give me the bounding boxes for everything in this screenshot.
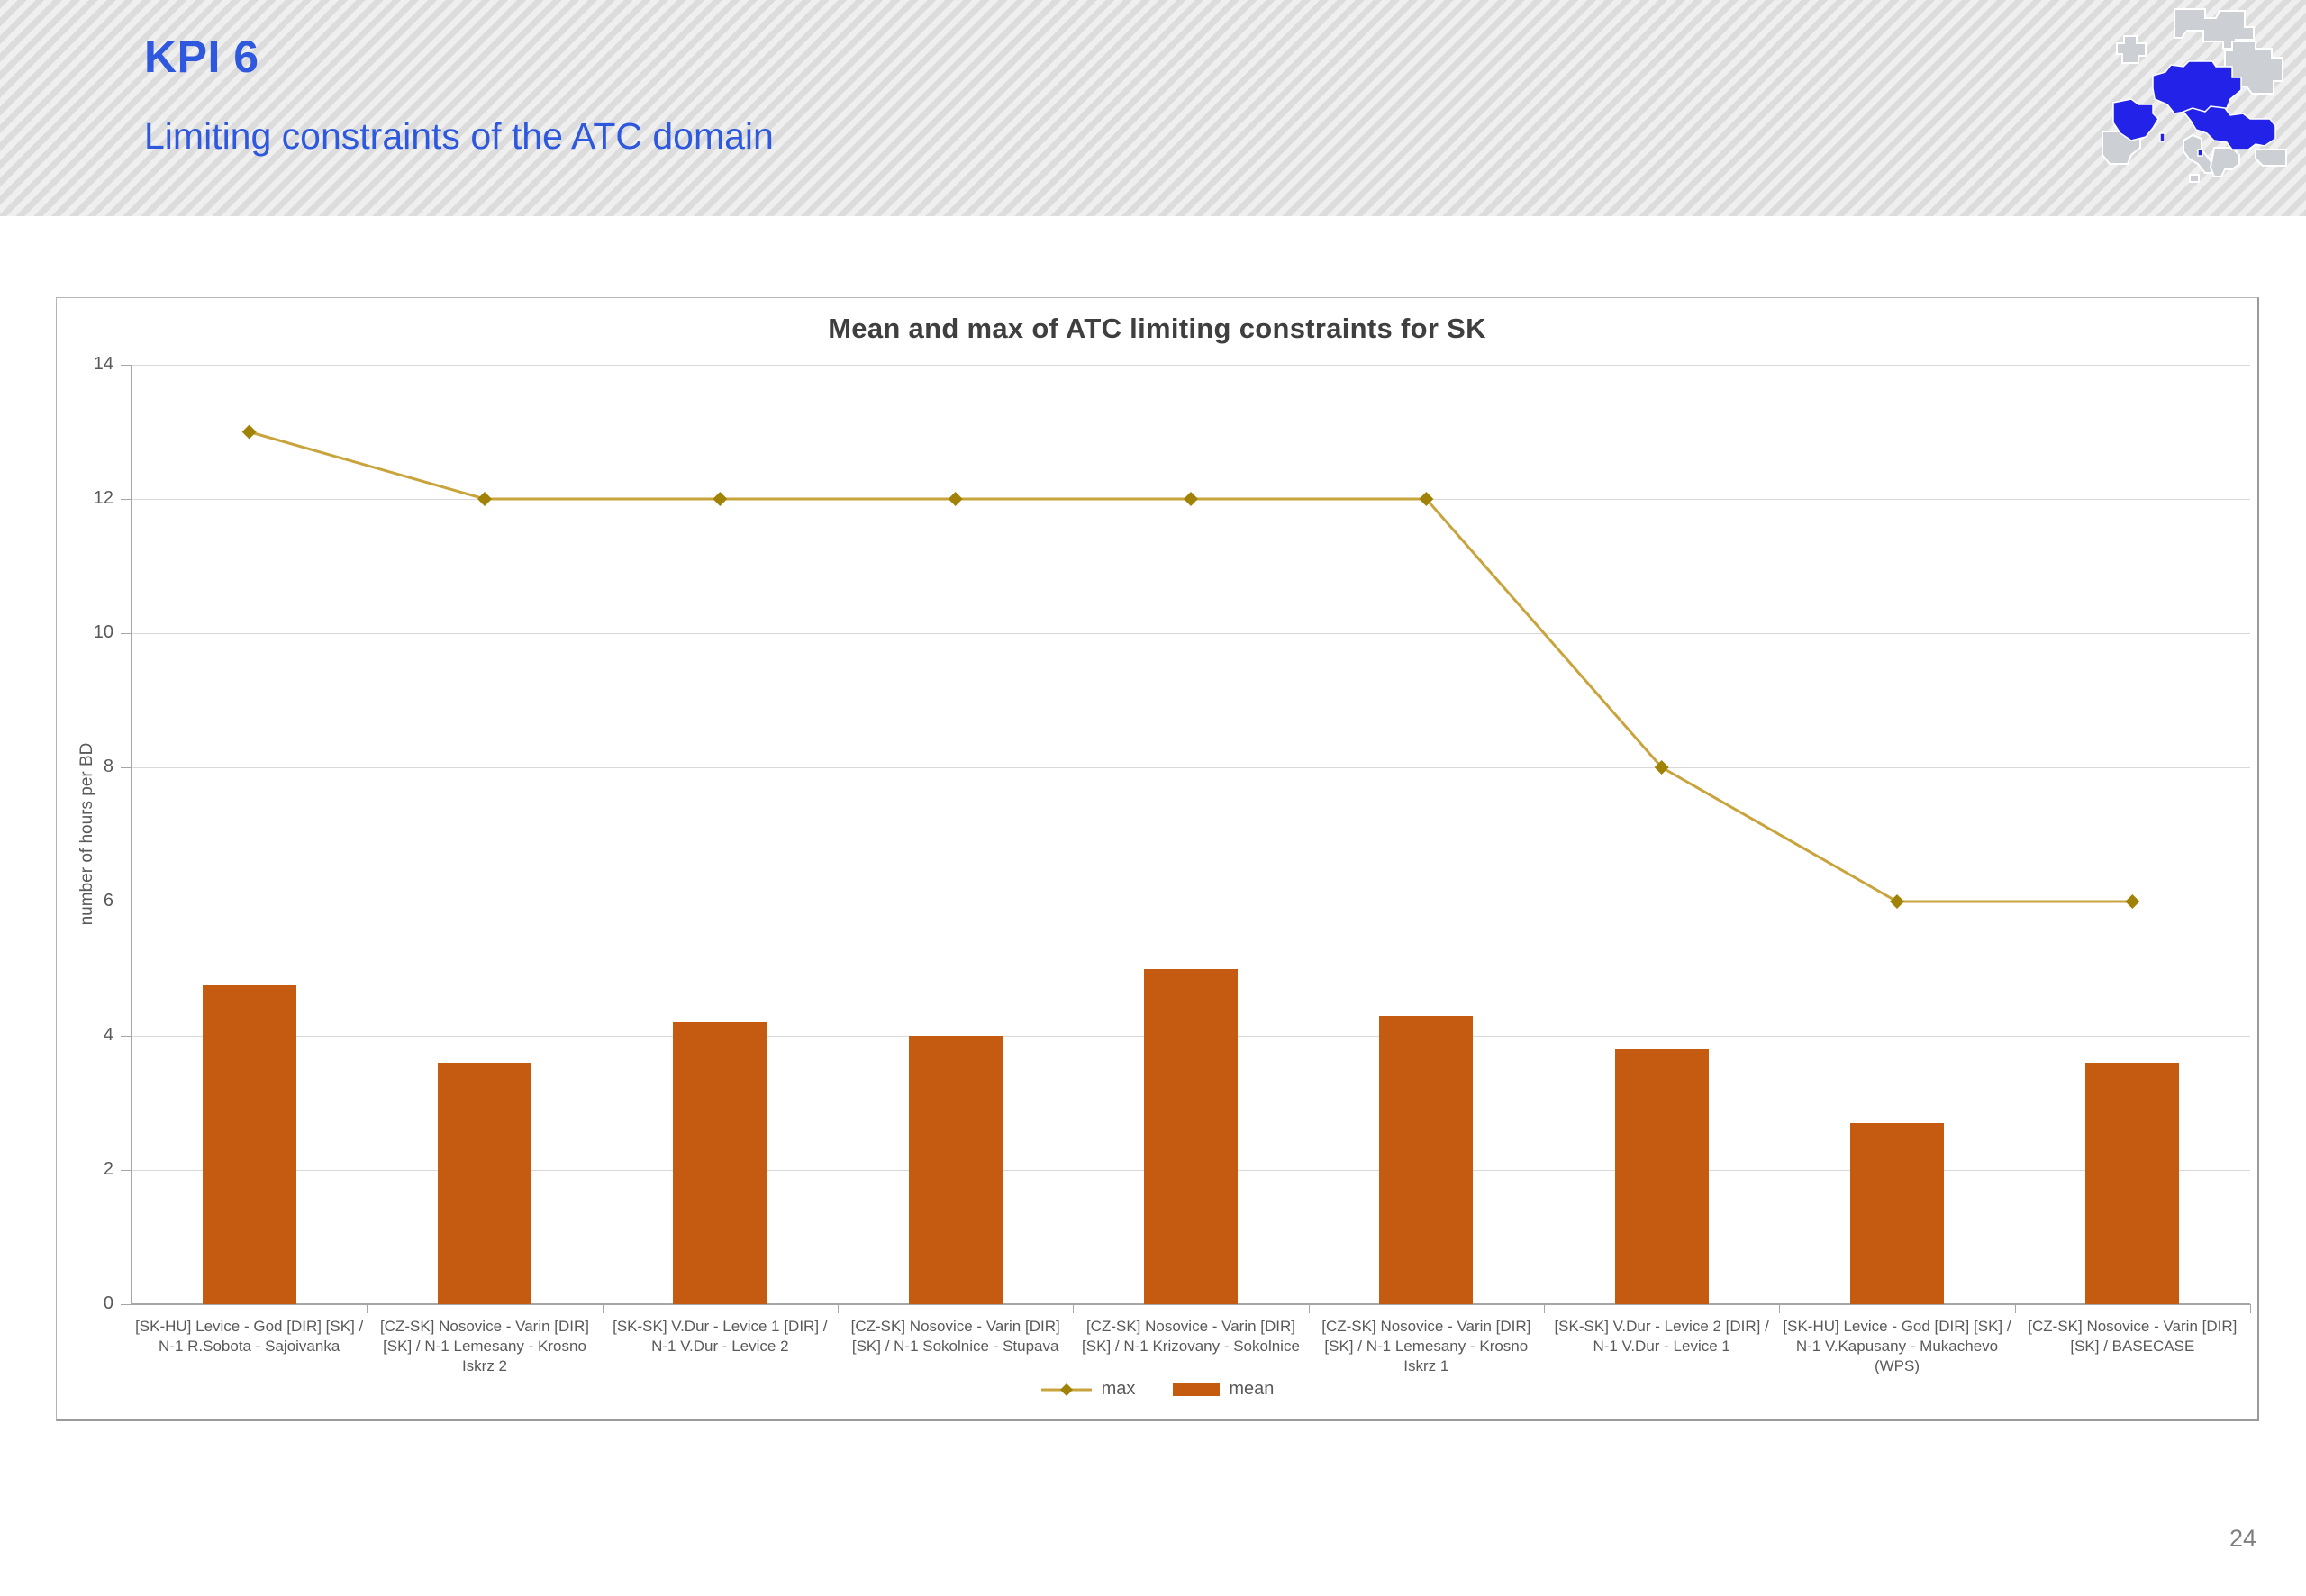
x-axis-line	[132, 1303, 2250, 1305]
bar-mean-2	[673, 1022, 767, 1304]
gridline-y10	[132, 633, 2250, 634]
max-point-8	[2125, 894, 2140, 909]
bar-mean-6	[1614, 1048, 1709, 1304]
y-tick-label: 2	[103, 1159, 113, 1179]
y-tick-label: 14	[93, 354, 113, 374]
y-tick-mark	[121, 767, 132, 768]
y-tick-label: 6	[103, 891, 113, 911]
x-tick-label-1: [CZ-SK] Nosovice - Varin [DIR] [SK] / N-…	[379, 1318, 590, 1375]
x-tick-label-6: [SK-SK] V.Dur - Levice 2 [DIR] / N-1 V.D…	[1554, 1318, 1769, 1356]
max-point-7	[1890, 894, 1904, 909]
max-point-0	[241, 424, 257, 440]
x-tick-label-8: [CZ-SK] Nosovice - Varin [DIR] [SK] / BA…	[2028, 1318, 2238, 1356]
bar-mean-7	[1850, 1122, 1944, 1304]
gridline-y14	[132, 365, 2250, 366]
gridline-y8	[132, 767, 2250, 768]
max-point-1	[477, 492, 492, 506]
legend-max-label: max	[1101, 1379, 1136, 1399]
bar-mean-0	[202, 985, 296, 1304]
x-tick-mark	[1544, 1304, 1545, 1313]
y-tick-mark	[121, 499, 132, 500]
y-tick-label: 8	[103, 757, 113, 776]
x-tick-mark	[2250, 1304, 2251, 1313]
legend-item-max: max	[1040, 1379, 1136, 1400]
x-tick-label-5: [CZ-SK] Nosovice - Varin [DIR] [SK] / N-…	[1321, 1318, 1531, 1375]
max-point-5	[1419, 492, 1434, 506]
max-point-4	[1184, 492, 1198, 506]
y-tick-label: 12	[93, 488, 113, 508]
max-point-6	[1654, 760, 1669, 775]
x-tick-label-4: [CZ-SK] Nosovice - Varin [DIR] [SK] / N-…	[1082, 1318, 1300, 1356]
page-number: 24	[2229, 1525, 2256, 1552]
x-tick-mark	[367, 1304, 368, 1313]
legend-mean-label: mean	[1229, 1379, 1275, 1399]
x-tick-mark	[1073, 1304, 1075, 1313]
x-tick-label-0: [SK-HU] Levice - God [DIR] [SK] / N-1 R.…	[135, 1318, 364, 1356]
core-ccr-europe-map-logo	[2102, 8, 2287, 183]
x-tick-mark	[602, 1304, 604, 1313]
max-point-2	[713, 492, 728, 506]
y-tick-mark	[121, 1304, 132, 1305]
x-tick-mark	[1779, 1304, 1781, 1313]
bar-mean-3	[908, 1036, 1003, 1304]
chart-container: Mean and max of ATC limiting constraints…	[56, 297, 2259, 1421]
bar-mean-1	[438, 1062, 531, 1304]
x-tick-mark	[838, 1304, 839, 1313]
x-tick-mark	[1308, 1304, 1310, 1313]
y-tick-label: 0	[103, 1293, 113, 1313]
chart-title: Mean and max of ATC limiting constraints…	[828, 313, 1486, 344]
legend-max-line-swatch	[1040, 1383, 1092, 1396]
x-tick-label-7: [SK-HU] Levice - God [DIR] [SK] / N-1 V.…	[1783, 1318, 2011, 1375]
map-core-region	[2112, 60, 2276, 157]
y-tick-mark	[121, 1170, 132, 1171]
y-tick-mark	[121, 1036, 132, 1037]
x-tick-label-2: [SK-SK] V.Dur - Levice 1 [DIR] / N-1 V.D…	[613, 1318, 828, 1356]
kpi-title: KPI 6	[144, 32, 259, 82]
max-line-series	[241, 424, 2140, 909]
bar-mean-8	[2085, 1062, 2180, 1304]
legend: max mean	[57, 1379, 2257, 1400]
y-tick-mark	[121, 365, 132, 366]
legend-mean-swatch	[1173, 1383, 1221, 1396]
y-tick-label: 10	[93, 622, 113, 642]
max-point-3	[948, 492, 963, 506]
x-tick-mark	[2014, 1304, 2016, 1313]
bar-mean-5	[1379, 1015, 1474, 1304]
slide-subtitle: Limiting constraints of the ATC domain	[144, 115, 774, 157]
y-tick-mark	[121, 633, 132, 634]
y-tick-label: 4	[103, 1025, 113, 1045]
legend-item-mean: mean	[1173, 1379, 1274, 1400]
slide-header: KPI 6 Limiting constraints of the ATC do…	[0, 0, 2306, 216]
bar-mean-4	[1144, 968, 1238, 1304]
y-axis-line	[131, 365, 132, 1304]
x-tick-label-3: [CZ-SK] Nosovice - Varin [DIR] [SK] / N-…	[850, 1318, 1060, 1356]
